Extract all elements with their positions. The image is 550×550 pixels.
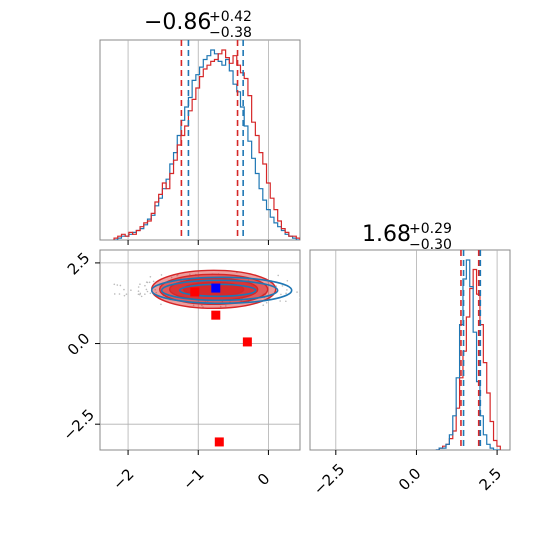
sample-point xyxy=(286,289,288,291)
sample-point xyxy=(118,293,121,295)
marker-blue xyxy=(211,283,221,293)
sample-point xyxy=(149,292,152,295)
sample-point xyxy=(152,280,155,283)
title-param1: −0.86 xyxy=(144,10,211,35)
grid-joint xyxy=(100,250,300,450)
sample-point xyxy=(279,300,281,302)
sample-point xyxy=(285,292,287,295)
sample-point xyxy=(144,293,146,295)
sample-point xyxy=(148,281,151,284)
x-tick-label: −2.5 xyxy=(310,460,348,498)
grid-hist-param1 xyxy=(127,40,269,240)
hist-param2 xyxy=(435,250,501,450)
sample-point xyxy=(285,300,287,303)
sample-point xyxy=(146,290,149,293)
joint-density xyxy=(113,269,310,447)
grid-hist-param2 xyxy=(335,250,498,450)
marker-red xyxy=(214,437,224,447)
sample-point xyxy=(113,293,116,295)
title-param2-lower: −0.30 xyxy=(409,237,452,253)
sample-point xyxy=(130,289,132,292)
sample-point xyxy=(286,279,289,282)
x-tick-label: −1 xyxy=(179,465,207,493)
sample-point xyxy=(137,293,140,296)
sample-point xyxy=(281,285,284,287)
sample-point xyxy=(123,294,126,297)
sample-point xyxy=(144,284,146,287)
sample-point xyxy=(140,295,143,298)
title-param2: 1.68 xyxy=(362,222,411,247)
sample-point xyxy=(137,286,140,288)
sample-point xyxy=(139,283,141,286)
sample-point xyxy=(301,297,303,299)
sample-point xyxy=(160,303,162,306)
sample-point xyxy=(119,284,122,287)
sample-point xyxy=(225,305,227,307)
contour-blue xyxy=(160,279,279,302)
y-tick-label: 0.0 xyxy=(64,329,94,359)
sample-point xyxy=(277,274,279,277)
title-param2-upper: +0.29 xyxy=(409,221,452,237)
title-param1-lower: −0.38 xyxy=(209,25,252,41)
sample-point xyxy=(123,288,125,291)
sample-point xyxy=(145,281,148,283)
sample-point xyxy=(113,283,116,286)
x-tick-label: 0.0 xyxy=(395,464,425,494)
x-tick-label: 0 xyxy=(254,470,273,489)
sample-point xyxy=(116,284,119,286)
title-param1-upper: +0.42 xyxy=(209,9,252,25)
y-tick-label: 2.5 xyxy=(64,249,94,279)
hist-param1 xyxy=(113,40,300,240)
sample-point xyxy=(280,293,282,296)
sample-point xyxy=(262,304,265,307)
sample-point xyxy=(154,288,157,291)
hist-series-red xyxy=(113,49,300,240)
contour-blue xyxy=(150,276,293,305)
sample-point xyxy=(192,304,195,307)
sample-point xyxy=(219,305,222,308)
sample-point xyxy=(125,293,128,295)
sample-point xyxy=(296,291,298,293)
sample-point xyxy=(137,290,140,292)
sample-point xyxy=(189,273,191,276)
sample-point xyxy=(170,276,173,279)
sample-point xyxy=(155,291,158,294)
sample-point xyxy=(308,282,310,284)
marker-red xyxy=(211,310,221,320)
sample-point xyxy=(267,281,270,283)
sample-point xyxy=(149,275,152,278)
sample-point xyxy=(201,304,203,307)
sample-point xyxy=(139,292,142,295)
sample-point xyxy=(299,296,300,298)
y-tick-label: −2.5 xyxy=(59,406,97,444)
hist-series-blue xyxy=(435,259,501,450)
sample-point xyxy=(305,289,307,291)
sample-point xyxy=(301,298,303,300)
x-tick-label: −2 xyxy=(109,465,137,493)
x-tick-label: 2.5 xyxy=(476,464,506,494)
sample-point xyxy=(160,274,163,276)
sample-point xyxy=(265,301,268,304)
sample-point xyxy=(299,296,300,299)
sample-point xyxy=(145,288,148,291)
marker-red xyxy=(242,337,252,347)
marker-red xyxy=(190,287,200,297)
